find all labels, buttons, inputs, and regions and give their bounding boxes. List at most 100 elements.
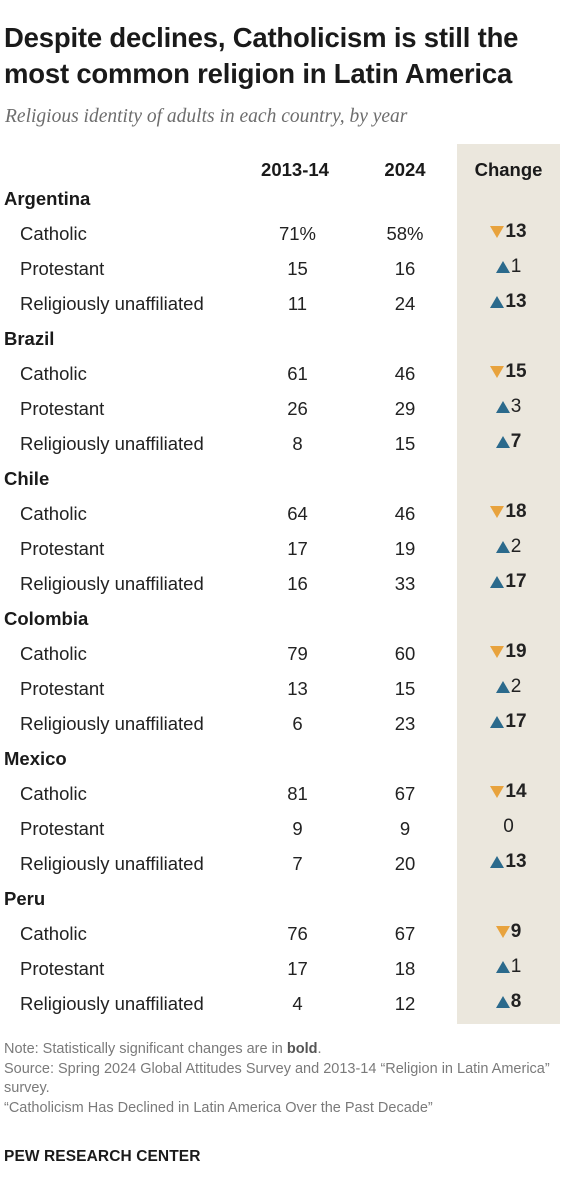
table-row: Catholic 61 46 15 [0, 356, 563, 391]
table-row: Catholic 81 67 14 [0, 776, 563, 811]
religion-label: Protestant [20, 538, 105, 559]
table-row: Protestant 17 18 1 [0, 951, 563, 986]
source-text: Source: Spring 2024 Global Attitudes Sur… [4, 1060, 550, 1097]
country-name: Mexico [4, 748, 67, 769]
triangle-down-icon [490, 226, 505, 238]
triangle-down-icon [495, 926, 510, 938]
triangle-up-icon [495, 261, 510, 273]
religion-label: Religiously unaffiliated [20, 993, 204, 1014]
triangle-up-icon [495, 996, 510, 1008]
change-cell: 13 [457, 851, 560, 873]
change-cell: 14 [457, 781, 560, 803]
value-2013-14: 13 [287, 678, 308, 699]
country-row: Argentina [0, 181, 563, 216]
change-value: 13 [505, 851, 527, 872]
change-value: 1 [510, 956, 522, 977]
change-cell: 13 [457, 221, 560, 243]
table-row: Religiously unaffiliated 11 24 13 [0, 286, 563, 321]
value-2013-14: 17 [287, 958, 308, 979]
table-row: Religiously unaffiliated 6 23 17 [0, 706, 563, 741]
triangle-up-icon [490, 296, 505, 308]
triangle-up-icon [490, 716, 505, 728]
change-value: 13 [505, 221, 527, 242]
change-value: 1 [510, 256, 522, 277]
value-2013-14: 15 [287, 258, 308, 279]
change-value: 8 [510, 991, 522, 1012]
value-2013-14: 6 [292, 713, 303, 734]
report-title: “Catholicism Has Declined in Latin Ameri… [4, 1099, 433, 1116]
column-header-2013-14: 2013-14 [261, 159, 329, 180]
country-row: Brazil [0, 321, 563, 356]
change-value: 7 [510, 431, 522, 452]
triangle-down-icon [490, 366, 505, 378]
table-row: Catholic 64 46 18 [0, 496, 563, 531]
religion-label: Religiously unaffiliated [20, 853, 204, 874]
religion-label: Catholic [20, 503, 87, 524]
religion-label: Religiously unaffiliated [20, 713, 204, 734]
table-row: Protestant 17 19 2 [0, 531, 563, 566]
value-2013-14: 81 [287, 783, 308, 804]
footnotes: Note: Statistically significant changes … [4, 1040, 559, 1118]
value-2013-14: 79 [287, 643, 308, 664]
change-value: 0 [503, 816, 514, 837]
value-2024: 20 [394, 853, 416, 874]
religion-label: Protestant [20, 818, 105, 839]
change-value: 13 [505, 291, 527, 312]
value-2013-14: 4 [292, 993, 303, 1014]
chart-subtitle: Religious identity of adults in each cou… [5, 106, 408, 127]
value-2024: 15 [394, 678, 416, 699]
value-2024: 15 [394, 433, 416, 454]
value-2013-14: 16 [287, 573, 308, 594]
value-2024: 19 [394, 538, 416, 559]
table-row: Religiously unaffiliated 7 20 13 [0, 846, 563, 881]
religion-label: Protestant [20, 958, 105, 979]
change-value: 15 [505, 361, 527, 382]
value-2013-14: 61 [287, 363, 308, 384]
religion-label: Catholic [20, 643, 87, 664]
change-cell: 2 [457, 536, 560, 558]
triangle-up-icon [490, 576, 505, 588]
change-cell: 0 [457, 816, 560, 838]
country-row: Peru [0, 881, 563, 916]
value-2024: 46 [394, 363, 416, 384]
value-2024: 16 [394, 258, 416, 279]
change-cell: 17 [457, 711, 560, 733]
change-cell: 9 [457, 921, 560, 943]
religion-label: Catholic [20, 783, 87, 804]
change-value: 14 [505, 781, 527, 802]
value-2024: 9 [399, 818, 411, 839]
value-2024: 67 [394, 783, 416, 804]
chart-title: Despite declines, Catholicism is still t… [4, 22, 519, 89]
religion-label: Religiously unaffiliated [20, 573, 204, 594]
value-2013-14: 76 [287, 923, 308, 944]
change-value: 3 [510, 396, 522, 417]
change-value: 18 [505, 501, 527, 522]
change-cell: 19 [457, 641, 560, 663]
change-value: 9 [510, 921, 522, 942]
country-row: Colombia [0, 601, 563, 636]
value-2013-14: 7 [292, 853, 303, 874]
table-row: Catholic 71% 58% 13 [0, 216, 563, 251]
value-2013-14: 11 [287, 293, 308, 314]
change-cell: 13 [457, 291, 560, 313]
brand-logo-text: PEW RESEARCH CENTER [4, 1148, 201, 1165]
change-cell: 15 [457, 361, 560, 383]
table-row: Catholic 79 60 19 [0, 636, 563, 671]
column-header-2024: 2024 [384, 159, 426, 180]
religion-label: Protestant [20, 678, 105, 699]
change-cell: 7 [457, 431, 560, 453]
table-row: Catholic 76 67 9 [0, 916, 563, 951]
religion-label: Religiously unaffiliated [20, 433, 204, 454]
data-table: Argentina Catholic 71% 58% 13 Protestant 15 16 1… [0, 181, 563, 1021]
value-2013-14: 71% [278, 223, 317, 244]
religion-label: Religiously unaffiliated [20, 293, 204, 314]
change-cell: 17 [457, 571, 560, 593]
value-2013-14: 8 [292, 433, 303, 454]
triangle-down-icon [490, 506, 505, 518]
religion-label: Catholic [20, 923, 87, 944]
value-2013-14: 17 [287, 538, 308, 559]
table-row: Religiously unaffiliated 16 33 17 [0, 566, 563, 601]
value-2024: 18 [394, 958, 416, 979]
country-name: Colombia [4, 608, 89, 629]
value-2024: 60 [394, 643, 416, 664]
